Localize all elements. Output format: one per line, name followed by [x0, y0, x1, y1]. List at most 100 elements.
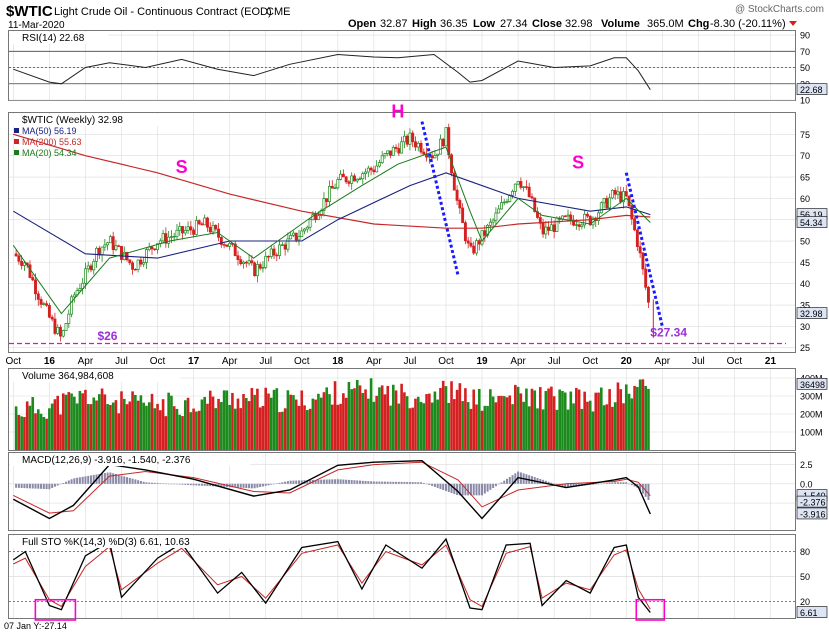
macd-histogram-bar [628, 483, 631, 485]
candle-body [172, 235, 176, 238]
rsi-tick-label: 90 [800, 31, 810, 41]
macd-histogram-bar [469, 483, 472, 496]
macd-histogram-bar [81, 476, 84, 484]
volume-bar [81, 393, 84, 450]
macd-histogram-bar [500, 482, 503, 484]
candle-body [441, 138, 445, 147]
volume-bar [308, 408, 312, 450]
volume-bar [602, 405, 606, 450]
candle-body [416, 142, 420, 148]
macd-histogram-bar [156, 483, 159, 484]
macd-histogram-bar [372, 481, 375, 484]
macd-histogram-bar [325, 479, 328, 484]
volume-bar [186, 397, 190, 450]
volume-bar [120, 391, 123, 450]
volume-bar [530, 388, 534, 450]
macd-histogram-bar [162, 483, 165, 484]
macd-histogram-bar [381, 481, 384, 484]
volume-tick-label: 300M [800, 392, 823, 402]
volume-bar [325, 387, 329, 450]
macd-histogram-bar [555, 483, 558, 485]
x-tick-label: Jul [548, 356, 561, 367]
sto-title: Full STO %K(14,3) %D(3) 6.61, 10.63 [22, 537, 190, 548]
candle-body [214, 225, 218, 230]
volume-bar [206, 403, 209, 450]
candle-body [610, 189, 614, 199]
macd-histogram-bar [433, 483, 436, 487]
macd-line [12, 459, 651, 520]
candle-body [574, 224, 578, 226]
candle-body [275, 254, 279, 257]
macd-histogram-bar [142, 481, 145, 484]
macd-panel: 2.50.0-2.5-1.540-2.376-3.916 [9, 459, 828, 520]
macd-tick-label: 2.5 [800, 460, 813, 470]
volume-bar [181, 416, 184, 450]
oversold-box [635, 598, 666, 621]
volume-bar [339, 403, 342, 450]
candle-body [264, 255, 268, 268]
macd-histogram-bar [278, 482, 281, 484]
macd-histogram-bar [73, 478, 76, 484]
candle-body [300, 230, 304, 237]
candle-body [391, 147, 395, 156]
macd-histogram-bar [442, 483, 445, 490]
x-tick-label: 17 [188, 356, 200, 367]
volume-bar [256, 388, 259, 450]
volume-bar [228, 404, 231, 450]
candle-body [145, 249, 148, 263]
macd-histogram-bar [575, 483, 578, 487]
macd-histogram-bar [536, 478, 539, 484]
volume-bar [425, 394, 428, 450]
volume-bar [100, 388, 104, 450]
candle-body [402, 135, 406, 143]
candle-body [289, 235, 293, 240]
volume-bar [380, 385, 384, 450]
volume-bar [644, 385, 647, 450]
macd-histogram-bar [639, 483, 642, 491]
volume-bar [447, 402, 451, 450]
candle-body [572, 219, 576, 226]
macd-tick-label: 0.0 [800, 479, 813, 489]
candle-body [64, 323, 68, 331]
volume-bar [183, 400, 187, 450]
macd-histogram-bar [284, 481, 287, 484]
macd-histogram-bar [87, 475, 90, 484]
macd-histogram-bar [139, 480, 142, 484]
ma200-legend: MA(200) 55.63 [22, 137, 82, 147]
candle-body [305, 226, 309, 230]
rsi-line [13, 53, 651, 90]
volume-bar [389, 405, 392, 450]
candle-body [411, 132, 415, 143]
candle-body [641, 252, 645, 270]
macd-histogram-bar [187, 483, 190, 485]
macd-histogram-bar [597, 483, 600, 485]
sto-panel-frame [8, 534, 796, 619]
candle-body [547, 226, 551, 231]
macd-histogram-bar [26, 483, 29, 489]
macd-histogram-bar [622, 482, 625, 484]
candle-body [405, 135, 409, 145]
source-label: @ StockCharts.com [735, 4, 824, 15]
volume-bar [347, 381, 351, 450]
rsi-last-value-bg [796, 83, 828, 96]
macd-histogram-bar [42, 483, 45, 489]
macd-histogram-bar [375, 481, 378, 484]
macd-histogram-bar [431, 483, 434, 486]
candle-body [477, 240, 481, 245]
candle-body [14, 253, 18, 257]
macd-histogram-bar [59, 483, 62, 485]
macd-histogram-bar [370, 481, 373, 484]
macd-histogram-bar [461, 483, 464, 496]
ma50-line [13, 172, 651, 259]
x-tick-label: Oct [438, 356, 454, 367]
macd-histogram-bar [403, 481, 406, 484]
panel-frames [8, 30, 796, 619]
volume-label: Volume [601, 18, 640, 30]
volume-bar [125, 404, 129, 450]
candle-body [619, 191, 623, 203]
x-tick-label: Jul [404, 356, 417, 367]
volume-bar [53, 399, 57, 450]
macd-histogram-bar [392, 481, 395, 484]
macd-histogram-bar [281, 482, 284, 484]
volume-bar [411, 407, 415, 450]
